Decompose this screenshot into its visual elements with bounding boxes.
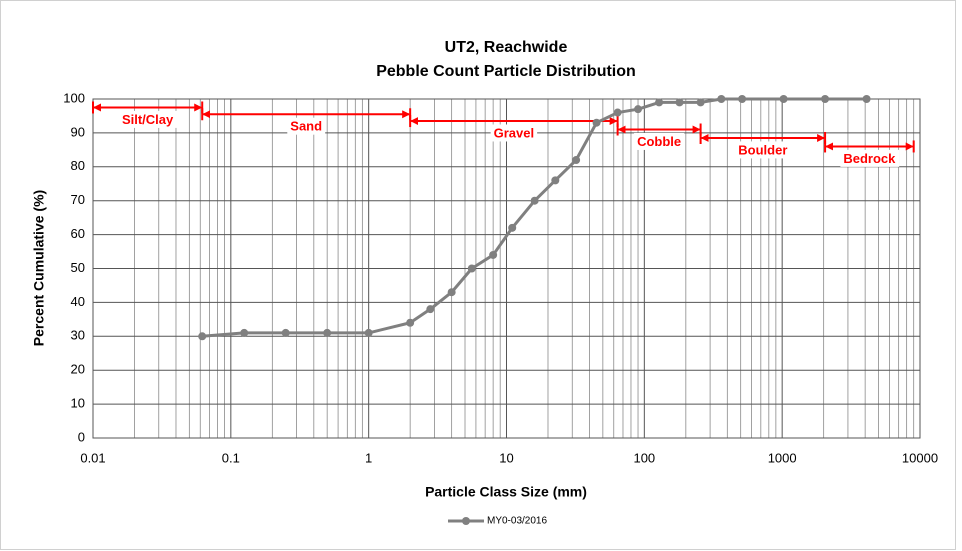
series-marker — [323, 328, 332, 337]
y-tick-label: 20 — [71, 362, 85, 377]
series-marker — [551, 176, 560, 185]
range-label: Boulder — [738, 142, 787, 157]
series-marker — [426, 305, 435, 314]
range-label-bg — [634, 132, 685, 150]
series-marker — [634, 105, 643, 114]
series-marker — [447, 288, 456, 297]
x-tick-label: 1000 — [768, 450, 797, 465]
series-marker — [613, 108, 622, 117]
range-label-bg — [490, 124, 538, 142]
range-label-bg — [840, 149, 900, 167]
series-marker — [281, 328, 290, 337]
x-tick-label: 10000 — [902, 450, 938, 465]
series-marker — [467, 264, 476, 273]
y-tick-label: 80 — [71, 158, 85, 173]
x-tick-label: 1 — [365, 450, 372, 465]
y-tick-label: 10 — [71, 396, 85, 411]
y-tick-label: 90 — [71, 124, 85, 139]
range-label-bg — [118, 110, 178, 128]
series-marker — [508, 223, 517, 232]
series-marker — [696, 98, 705, 107]
y-axis-label: Percent Cumulative (%) — [31, 190, 47, 346]
range-label: Gravel — [494, 125, 534, 140]
series-marker — [717, 95, 726, 103]
legend-marker — [462, 517, 470, 525]
series-marker — [572, 156, 581, 165]
series-marker — [406, 318, 415, 327]
series-marker — [364, 328, 373, 337]
range-label: Silt/Clay — [122, 112, 174, 127]
plot-border — [92, 98, 921, 439]
y-tick-label: 40 — [71, 294, 85, 309]
range-label: Bedrock — [843, 151, 896, 166]
y-tick-label: 100 — [63, 90, 85, 105]
y-tick-label: 70 — [71, 192, 85, 207]
range-label-bg — [735, 141, 791, 159]
y-tick-label: 50 — [71, 260, 85, 275]
x-tick-label: 10 — [499, 450, 513, 465]
series-marker — [738, 95, 747, 103]
x-axis-label: Particle Class Size (mm) — [425, 484, 587, 500]
series-marker — [862, 95, 871, 103]
series-marker — [779, 95, 788, 103]
chart-title: UT2, Reachwide — [445, 39, 568, 56]
series-marker — [592, 118, 601, 127]
series-marker — [655, 98, 664, 107]
range-label: Cobble — [637, 134, 681, 149]
series-marker — [821, 95, 830, 103]
y-tick-label: 0 — [78, 429, 85, 444]
series-marker — [675, 98, 684, 107]
y-tick-label: 60 — [71, 226, 85, 241]
y-tick-label: 30 — [71, 328, 85, 343]
x-tick-label: 0.01 — [80, 450, 105, 465]
series-marker — [198, 332, 207, 341]
chart-title: Pebble Count Particle Distribution — [376, 63, 636, 80]
range-label-bg — [287, 117, 326, 135]
range-label: Sand — [290, 119, 322, 134]
series-marker — [240, 328, 249, 337]
x-tick-label: 100 — [633, 450, 655, 465]
x-tick-label: 0.1 — [222, 450, 240, 465]
legend-text: MY0-03/2016 — [487, 516, 547, 527]
series-marker — [530, 196, 539, 205]
series-marker — [489, 250, 498, 259]
